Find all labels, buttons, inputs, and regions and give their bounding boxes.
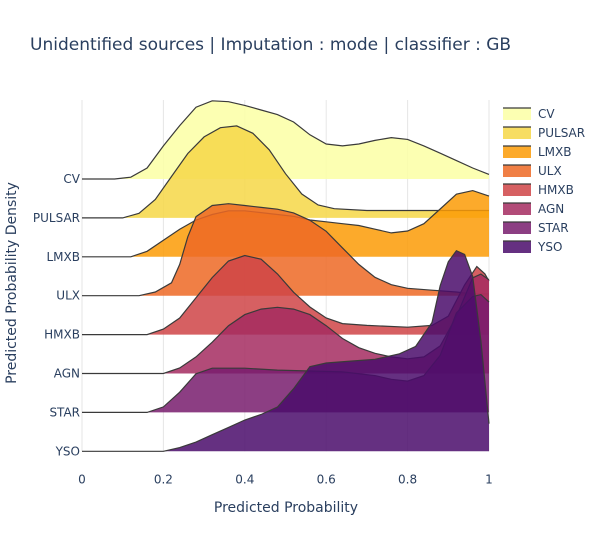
legend-label: STAR: [538, 221, 569, 235]
ridge-fill: [82, 100, 489, 179]
x-axis-tick-labels: 0 0.2 0.4 0.6 0.8 1: [78, 472, 493, 486]
legend-label: AGN: [538, 202, 564, 216]
legend-swatch: [503, 241, 531, 253]
ridge-outline: [82, 203, 489, 297]
legend-item-agn[interactable]: AGN: [503, 202, 564, 216]
legend-swatch: [503, 203, 531, 215]
x-tick-label: 1: [485, 472, 493, 486]
x-tick-label: 0.8: [398, 472, 417, 486]
legend-label: ULX: [538, 164, 562, 178]
x-tick-label: 0.6: [317, 472, 336, 486]
y-category-label: CV: [63, 172, 80, 186]
ridge-pulsar: [82, 125, 489, 219]
x-tick-label: 0.2: [154, 472, 173, 486]
ridge-ulx: [82, 203, 489, 297]
legend-label: YSO: [537, 240, 562, 254]
y-category-label: HMXB: [44, 328, 80, 342]
legend-swatch: [503, 165, 531, 177]
chart-title: Unidentified sources | Imputation : mode…: [30, 35, 511, 55]
ridge-fill: [82, 255, 489, 335]
legend-item-yso[interactable]: YSO: [503, 240, 562, 254]
legend-swatch: [503, 146, 531, 158]
legend-swatch: [503, 127, 531, 139]
legend-label: HMXB: [538, 183, 574, 197]
legend-item-lmxb[interactable]: LMXB: [503, 145, 572, 159]
y-axis-title: Predicted Probability Density: [4, 182, 20, 384]
y-axis-category-labels: CV PULSAR LMXB ULX HMXB AGN STAR YSO: [33, 172, 81, 458]
legend-item-pulsar[interactable]: PULSAR: [503, 126, 585, 140]
x-tick-label: 0: [78, 472, 86, 486]
ridge-fill: [82, 250, 489, 452]
legend-label: LMXB: [538, 145, 572, 159]
y-category-label: PULSAR: [33, 211, 80, 225]
ridge-fill: [82, 203, 489, 296]
legend-swatch: [503, 222, 531, 234]
x-axis-title: Predicted Probability: [214, 500, 358, 516]
legend-item-ulx[interactable]: ULX: [503, 164, 562, 178]
y-category-label: YSO: [55, 444, 80, 458]
ridge-outline: [82, 249, 490, 452]
ridge-fill: [82, 125, 489, 218]
y-category-label: AGN: [54, 367, 80, 381]
ridge-fill: [82, 274, 489, 374]
ridge-outline: [82, 100, 490, 180]
y-category-label: ULX: [56, 289, 80, 303]
legend-swatch: [503, 108, 531, 120]
legend: CV PULSAR LMXB ULX HMXB AGN STAR YSO: [503, 107, 585, 254]
legend-swatch: [503, 184, 531, 196]
ridges: [82, 100, 490, 452]
legend-item-star[interactable]: STAR: [503, 221, 569, 235]
legend-item-hmxb[interactable]: HMXB: [503, 183, 574, 197]
ridge-outline: [82, 125, 489, 219]
ridge-yso: [82, 249, 490, 452]
x-tick-label: 0.4: [235, 472, 254, 486]
legend-label: PULSAR: [538, 126, 585, 140]
y-category-label: STAR: [49, 405, 80, 419]
ridge-cv: [82, 100, 490, 180]
legend-label: CV: [538, 107, 555, 121]
y-category-label: LMXB: [47, 250, 81, 264]
legend-item-cv[interactable]: CV: [503, 107, 555, 121]
